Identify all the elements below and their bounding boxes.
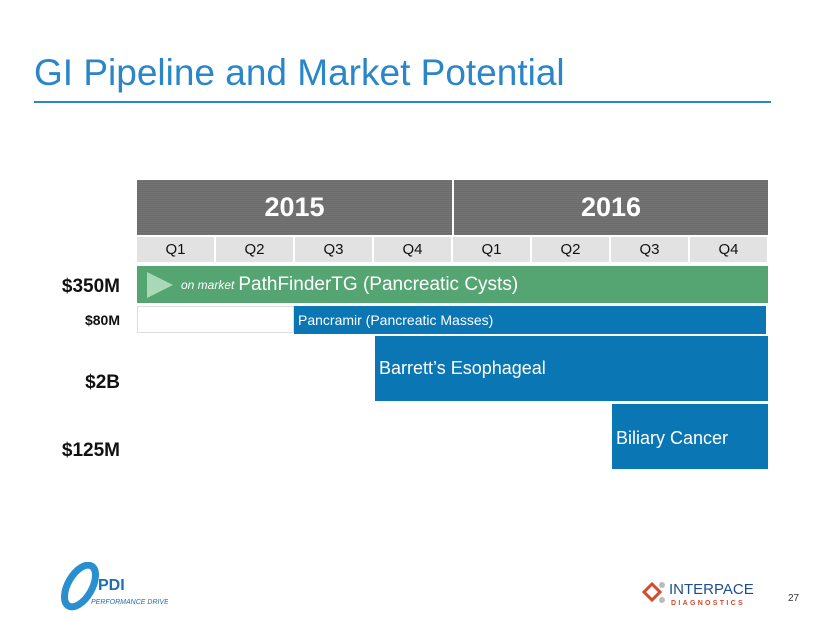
- quarter-header: Q3: [295, 237, 372, 262]
- market-value: $125M: [61, 440, 120, 461]
- title-divider: [34, 101, 771, 103]
- year-2015: 2015: [137, 180, 452, 235]
- quarter-header: Q4: [690, 237, 767, 262]
- market-value: $80M: [84, 312, 120, 328]
- svg-text:PERFORMANCE DRIVEN: PERFORMANCE DRIVEN: [91, 599, 168, 606]
- svg-text:PDI: PDI: [98, 577, 125, 594]
- page-title: GI Pipeline and Market Potential: [34, 52, 565, 93]
- quarter-header: Q3: [611, 237, 688, 262]
- market-value: $2B: [85, 372, 120, 393]
- quarter-header: Q2: [532, 237, 609, 262]
- year-2016: 2016: [454, 180, 768, 235]
- pancramir-bar: Pancramir (Pancreatic Masses): [294, 306, 766, 334]
- quarter-header: Q1: [453, 237, 530, 262]
- barretts-bar: Barrett’s Esophageal: [375, 336, 768, 401]
- interpace-logo: INTERPACE DIAGNOSTICS: [640, 578, 770, 613]
- on-market-label: on market: [181, 277, 235, 292]
- pathfinder-bar: on market PathFinderTG (Pancreatic Cysts…: [137, 266, 768, 303]
- pdi-logo: PDI PERFORMANCE DRIVEN: [58, 561, 175, 617]
- quarter-header: Q2: [216, 237, 293, 262]
- page-number: 27: [788, 593, 800, 604]
- market-value: $350M: [61, 276, 120, 297]
- bar-label: PathFinderTG (Pancreatic Cysts): [238, 273, 519, 295]
- arrow-icon: [147, 271, 173, 298]
- empty-cell: [137, 306, 294, 333]
- quarter-header: Q4: [374, 237, 451, 262]
- biliary-bar: Biliary Cancer: [612, 404, 768, 469]
- svg-text:DIAGNOSTICS: DIAGNOSTICS: [671, 600, 745, 607]
- svg-text:INTERPACE: INTERPACE: [669, 581, 754, 598]
- quarter-header: Q1: [137, 237, 214, 262]
